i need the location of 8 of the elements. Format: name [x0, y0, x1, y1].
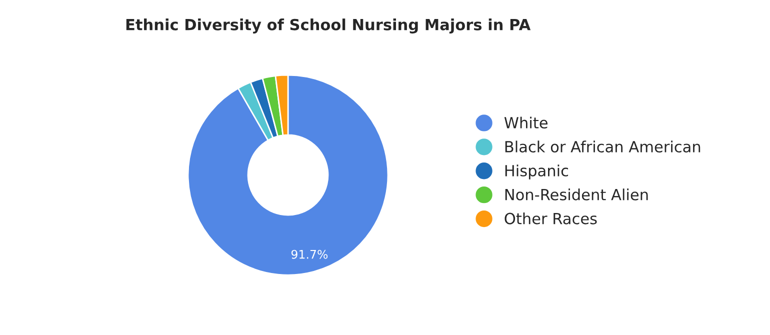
legend-label: Black or African American	[505, 140, 700, 152]
data-label: 91.7%	[291, 250, 328, 259]
chart-title: Ethnic Diversity of School Nursing Majors in PA	[126, 18, 531, 34]
legend-label: Non-Resident Alien	[505, 188, 648, 200]
legend-label: Other Races	[504, 212, 597, 224]
legend-label: Hispanic	[505, 164, 568, 180]
legend-label: White	[504, 116, 548, 129]
donut-slice	[187, 74, 389, 276]
